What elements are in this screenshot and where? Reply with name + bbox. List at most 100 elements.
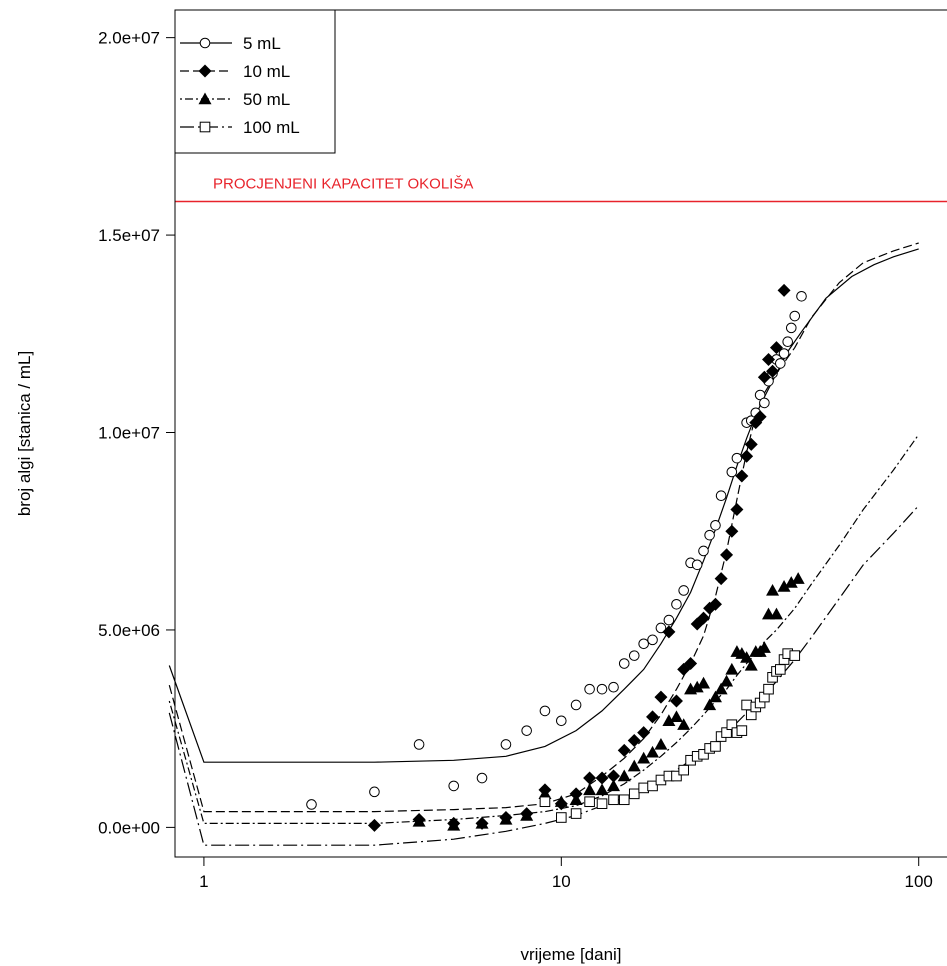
point-100ml: [618, 794, 630, 806]
point-10ml: [735, 469, 749, 483]
x-tick-label: 1: [199, 872, 208, 891]
point-100ml: [775, 664, 786, 675]
point-5ml: [796, 290, 807, 302]
axes-layer: 1 10 100 0.0e+00 5.0e+06 1.0e+07 1.5e+07 2.0e+…: [15, 9, 947, 964]
point-50ml: [757, 641, 771, 653]
point-5ml: [618, 658, 630, 669]
point-10ml: [777, 283, 791, 297]
point-50ml: [725, 662, 739, 675]
point-50ml: [662, 714, 676, 726]
y-axis: 0.0e+00 5.0e+06 1.0e+07 1.5e+07 2.0e+07: [98, 29, 176, 837]
point-5ml: [785, 322, 797, 334]
point-100ml: [671, 770, 682, 782]
y-tick-label: 1.0e+07: [98, 424, 160, 443]
point-50ml: [627, 759, 641, 772]
point-5ml: [369, 786, 380, 798]
point-50ml: [637, 751, 651, 764]
point-10ml: [367, 818, 381, 832]
point-50ml: [617, 769, 631, 782]
point-10ml: [720, 548, 734, 562]
point-100ml: [638, 782, 649, 794]
point-100ml: [596, 798, 608, 809]
point-50ml: [708, 690, 722, 703]
point-5ml: [678, 585, 689, 596]
point-10ml: [766, 364, 780, 378]
point-5ml: [710, 520, 721, 531]
point-100ml: [584, 796, 595, 808]
point-50ml: [791, 572, 805, 584]
fit-curves-layer: [168, 242, 920, 846]
point-50ml: [654, 737, 668, 750]
point-10ml: [708, 597, 722, 611]
point-50ml: [499, 812, 513, 825]
point-5ml: [521, 725, 532, 736]
point-5ml: [691, 559, 703, 571]
point-50ml: [720, 674, 734, 687]
point-10ml: [654, 690, 668, 704]
x-axis-title: vrijeme [dani]: [520, 945, 621, 964]
point-10ml: [730, 503, 744, 517]
point-100ml: [556, 812, 567, 823]
point-50ml: [784, 576, 798, 588]
point-10ml: [583, 771, 597, 785]
point-50ml: [554, 795, 568, 807]
point-5ml: [596, 683, 608, 695]
point-5ml: [655, 622, 667, 634]
point-10ml: [662, 625, 676, 639]
point-10ml: [607, 769, 621, 783]
point-5ml: [413, 739, 425, 750]
point-100ml: [608, 794, 619, 806]
point-100ml: [789, 650, 801, 661]
point-5ml: [476, 772, 488, 784]
data-points-layer: [306, 283, 807, 832]
point-5ml: [782, 336, 794, 347]
point-100ml: [710, 741, 721, 752]
legend: 5 mL 10 mL 50 mL 100 mL: [174, 9, 336, 154]
legend-label-50ml: 50 mL: [243, 90, 290, 109]
carrying-capacity-label: PROCJENJENI KAPACITET OKOLIŠA: [213, 176, 473, 193]
point-5ml: [715, 490, 727, 501]
y-tick-label: 0.0e+00: [98, 818, 160, 837]
point-10ml: [595, 771, 609, 785]
point-5ml: [775, 358, 786, 369]
point-50ml: [520, 809, 534, 821]
point-50ml: [677, 718, 691, 730]
point-50ml: [569, 793, 583, 805]
point-10ml: [669, 694, 683, 708]
y-tick-label: 5.0e+06: [98, 621, 160, 640]
point-5ml: [789, 310, 801, 322]
point-5ml: [726, 466, 738, 478]
legend-label-10ml: 10 mL: [243, 62, 290, 81]
point-50ml: [583, 783, 597, 796]
point-5ml: [731, 452, 743, 464]
point-5ml: [448, 780, 460, 792]
point-100ml: [698, 749, 709, 760]
legend-label-100ml: 100 mL: [243, 118, 300, 137]
point-50ml: [607, 779, 621, 792]
point-50ml: [703, 698, 717, 711]
point-50ml: [646, 745, 660, 758]
point-50ml: [538, 787, 552, 800]
legend-marker-10ml: [198, 64, 212, 78]
x-tick-label: 10: [552, 872, 571, 891]
point-5ml: [539, 705, 551, 717]
point-10ml: [757, 370, 771, 384]
point-50ml: [740, 651, 754, 663]
reference-line-layer: PROCJENJENI KAPACITET OKOLIŠA: [175, 176, 947, 203]
point-50ml: [595, 783, 609, 796]
point-5ml: [500, 739, 512, 750]
point-5ml: [608, 681, 619, 693]
point-50ml: [447, 818, 461, 831]
point-5ml: [778, 348, 790, 359]
point-5ml: [647, 634, 658, 646]
point-5ml: [570, 699, 582, 711]
fit-line-10ml: [168, 242, 919, 813]
point-10ml: [697, 611, 711, 625]
y-axis-title: broj algi [stanica / mL]: [15, 351, 34, 516]
x-axis: 1 10 100: [199, 856, 933, 891]
y-tick-label: 1.5e+07: [98, 226, 160, 245]
point-5ml: [759, 397, 770, 409]
point-50ml: [669, 710, 683, 723]
point-5ml: [698, 545, 709, 557]
